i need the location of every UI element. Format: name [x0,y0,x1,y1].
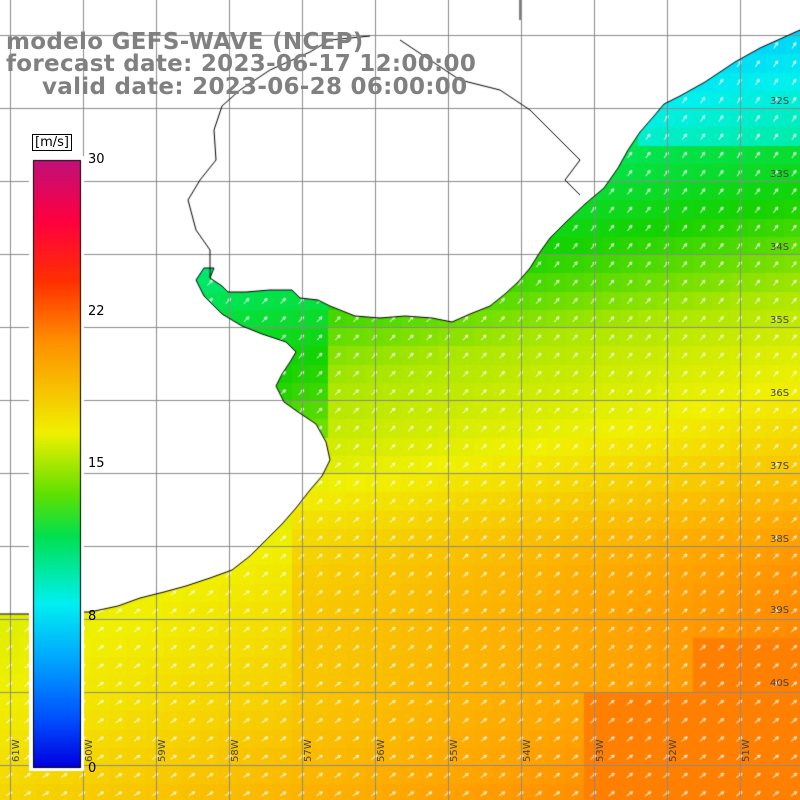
lon-label-55w: 55W [449,739,460,762]
lat-label-34s: 34S [770,242,790,253]
lat-label-39s: 39S [770,605,790,616]
colorbar-tick-15: 15 [88,456,105,471]
lon-label-59w: 59W [157,739,168,762]
lon-label-52w: 52W [668,739,679,762]
lat-label-36s: 36S [770,388,790,399]
lat-label-40s: 40S [770,678,790,689]
lat-label-37s: 37S [770,461,790,472]
model-title: modelo GEFS-WAVE (NCEP) [6,29,364,55]
lon-label-61w: 61W [11,739,22,762]
lon-label-57w: 57W [303,739,314,762]
colorbar-unit: [m/s] [32,134,72,151]
lon-label-51w: 51W [741,739,752,762]
lat-label-35s: 35S [770,315,790,326]
lat-label-38s: 38S [770,534,790,545]
colorbar-tick-8: 8 [88,609,97,624]
lon-label-56w: 56W [376,739,387,762]
valid-date: valid date: 2023-06-28 06:00:00 [42,74,468,100]
colorbar-tick-22: 22 [88,304,105,319]
lon-label-54w: 54W [522,739,533,762]
forecast-date: forecast date: 2023-06-17 12:00:00 [6,51,477,77]
lon-label-60w: 60W [84,739,95,762]
colorbar-tick-0: 0 [88,761,97,776]
colorbar-tick-30: 30 [88,152,105,167]
lat-label-33s: 33S [770,169,790,180]
lat-label-32s: 32S [770,96,790,107]
lon-label-53w: 53W [595,739,606,762]
lon-label-58w: 58W [230,739,241,762]
